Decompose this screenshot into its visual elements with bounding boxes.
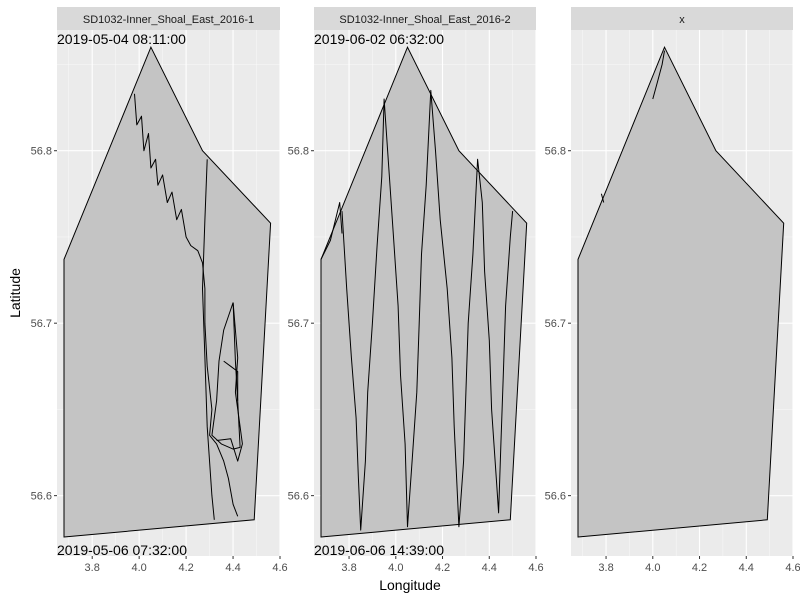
y-tick-label: 56.8 (545, 146, 566, 158)
x-tick-label: 4.4 (482, 562, 497, 574)
y-tick-label: 56.8 (288, 146, 309, 158)
y-tick-label: 56.8 (31, 146, 52, 158)
facet-panel-1: SD1032-Inner_Shoal_East_2016-1 3.8 4.0 4.2 4… (31, 7, 288, 574)
x-tick-label: 4.0 (645, 562, 660, 574)
vessel-track-line (223, 360, 239, 401)
x-tick-label: 4.6 (785, 562, 800, 574)
vessel-track-line (216, 302, 243, 462)
vessel-track-line (202, 159, 215, 520)
x-tick-label: 4.2 (435, 562, 450, 574)
vessel-track-line (211, 302, 241, 450)
x-tick-label: 4.6 (528, 562, 543, 574)
y-tick-label: 56.7 (288, 318, 309, 330)
y-tick-label: 56.7 (31, 318, 52, 330)
survey-area-polygon (577, 45, 785, 538)
x-tick-label: 4.6 (272, 562, 287, 574)
vessel-track-line (134, 93, 239, 517)
facet-strip-label: SD1032-Inner_Shoal_East_2016-1 (83, 14, 254, 26)
x-tick-label: 4.4 (225, 562, 240, 574)
x-tick-label: 3.8 (341, 562, 356, 574)
start-time-annotation: 2019-06-02 06:32:00 (314, 31, 444, 47)
facet-strip (571, 7, 793, 30)
x-tick-label: 3.8 (598, 562, 613, 574)
vessel-track-line (652, 50, 665, 100)
survey-area-polygon (63, 45, 272, 538)
facet-strip (57, 7, 280, 30)
y-axis-title: Latitude (7, 268, 23, 318)
facet-strip (314, 7, 536, 30)
facet-strip-label: x (679, 14, 685, 26)
x-tick-label: 3.8 (85, 562, 100, 574)
x-tick-label: 4.2 (178, 562, 193, 574)
facet-panel-2: SD1032-Inner_Shoal_East_2016-2 3.8 4.0 4.2 4… (288, 7, 544, 574)
start-time-annotation: 2019-05-04 08:11:00 (57, 31, 186, 47)
x-tick-label: 4.0 (388, 562, 403, 574)
end-time-annotation: 2019-05-06 07:32:00 (57, 542, 187, 558)
vessel-track-line (320, 202, 343, 260)
y-tick-label: 56.6 (288, 491, 309, 503)
x-tick-label: 4.4 (739, 562, 754, 574)
end-time-annotation: 2019-06-06 14:39:00 (314, 542, 444, 558)
vessel-track-line (600, 193, 605, 203)
facet-strip-label: SD1032-Inner_Shoal_East_2016-2 (339, 14, 510, 26)
x-axis-title: Longitude (379, 577, 441, 593)
facet-panel-3: x 3.8 4.0 4.2 4.4 4.6 56.6 56.7 56.8 (545, 7, 800, 574)
y-tick-label: 56.6 (545, 491, 566, 503)
x-tick-label: 4.2 (692, 562, 707, 574)
x-tick-label: 4.0 (132, 562, 147, 574)
y-tick-label: 56.7 (545, 318, 566, 330)
vessel-track-line (341, 89, 514, 531)
y-tick-label: 56.6 (31, 491, 52, 503)
